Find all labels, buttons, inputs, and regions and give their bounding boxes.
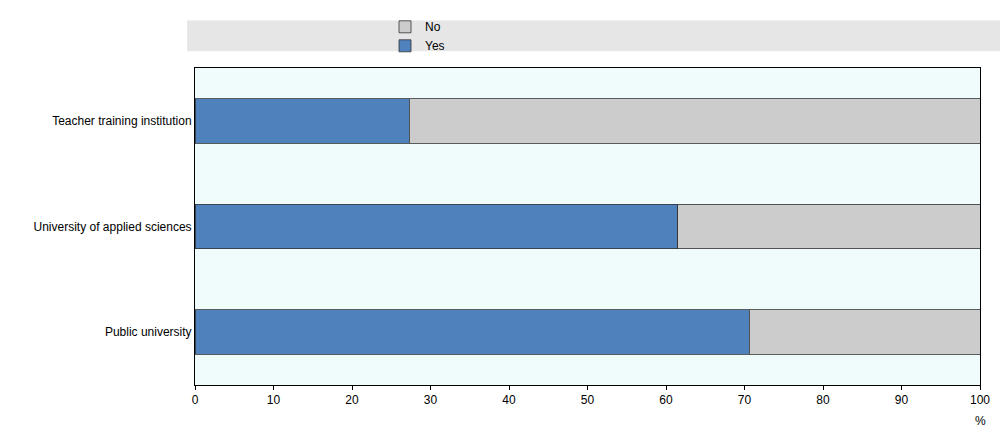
svg-text:Yes: Yes: [425, 39, 445, 53]
svg-text:90: 90: [895, 393, 909, 407]
svg-text:80: 80: [816, 393, 830, 407]
svg-text:University of applied sciences: University of applied sciences: [34, 220, 192, 234]
svg-text:70: 70: [738, 393, 752, 407]
svg-text:40: 40: [502, 393, 516, 407]
svg-text:10: 10: [267, 393, 281, 407]
svg-text:0: 0: [192, 393, 199, 407]
svg-text:%: %: [975, 414, 986, 428]
svg-text:Teacher training institution: Teacher training institution: [52, 114, 191, 128]
svg-text:20: 20: [345, 393, 359, 407]
svg-text:50: 50: [581, 393, 595, 407]
svg-text:60: 60: [659, 393, 673, 407]
svg-text:100: 100: [970, 393, 990, 407]
svg-text:30: 30: [424, 393, 438, 407]
svg-text:No: No: [425, 20, 441, 34]
svg-text:Public university: Public university: [105, 325, 192, 339]
